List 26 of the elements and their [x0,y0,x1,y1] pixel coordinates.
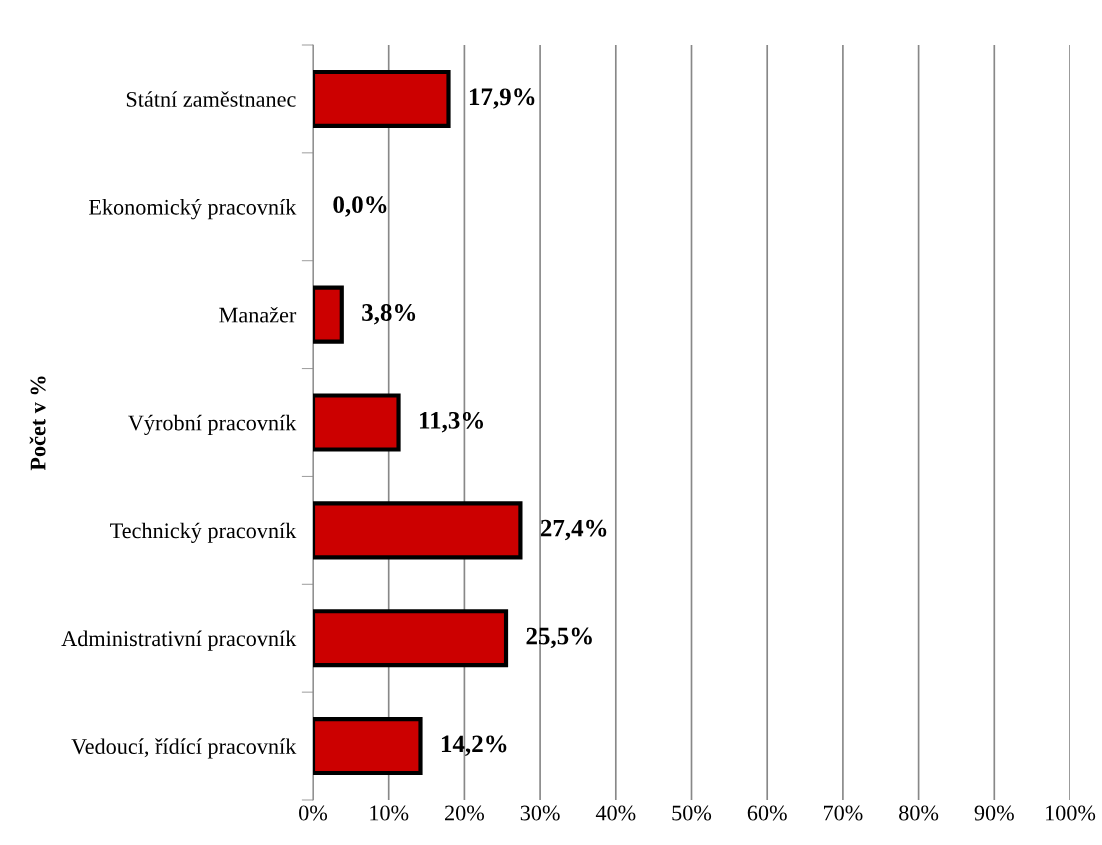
x-tick-label: 0% [299,805,328,821]
data-label: 17,9% [469,88,535,109]
x-tick-label: 20% [445,805,485,821]
y-axis-title: Počet v % [29,376,46,471]
data-label: 25,5% [526,627,592,649]
x-tick-label: 80% [899,805,939,821]
y-tick-label: Výrobní pracovník [128,414,297,436]
x-tick-label: 40% [595,805,636,821]
data-label: 0,0% [333,196,387,217]
data-label: 27,4% [540,519,607,541]
x-tick-label: 90% [974,805,1014,821]
data-label: 14,2% [441,735,507,756]
y-tick-label: Manažer [219,306,297,323]
y-tick-label: Technický pracovník [110,522,297,543]
y-tick-label: Vedoucí, řídící pracovník [71,738,297,759]
x-tick-label: 70% [824,805,863,821]
data-label: 11,3% [419,411,484,433]
x-tick-label: 30% [520,805,560,821]
y-tick-label: Ekonomický pracovník [89,199,297,220]
y-tick-label: Státní zaměstnanec [126,91,296,107]
x-tick-label: 100% [1046,805,1096,821]
x-tick-label: 10% [370,805,409,821]
y-tick-label: Administrativní pracovník [61,630,297,651]
x-tick-label: 60% [747,805,787,821]
data-label: 3,8% [362,304,416,325]
x-tick-label: 50% [672,805,712,821]
